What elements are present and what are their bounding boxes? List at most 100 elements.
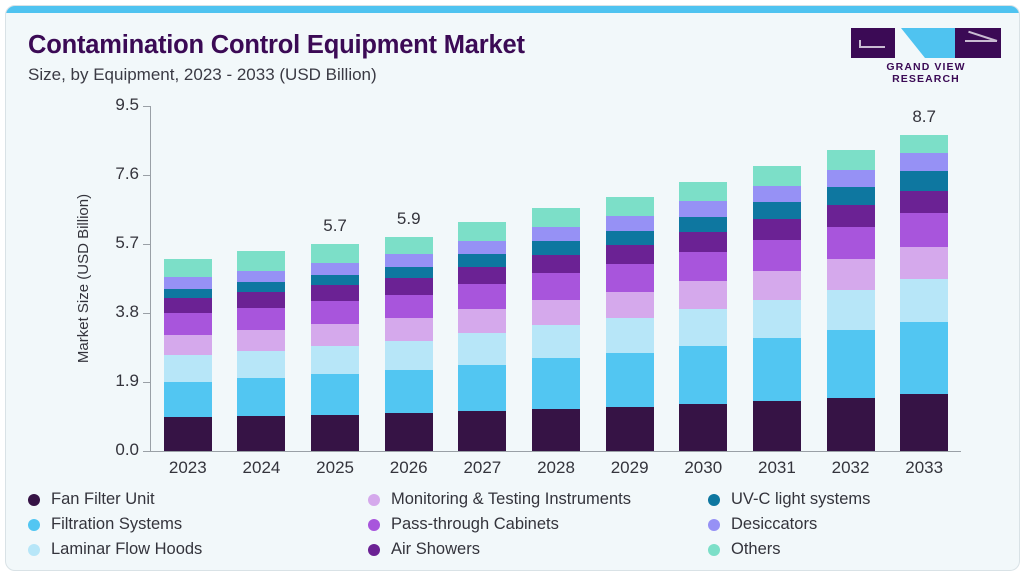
bar-segment[interactable] [458,333,507,365]
bar-segment[interactable] [605,230,654,246]
legend-item[interactable]: Laminar Flow Hoods [28,540,202,559]
bar-segment[interactable] [826,259,875,290]
bar-segment[interactable] [900,246,949,279]
bar-segment[interactable] [532,299,580,325]
bar-segment[interactable] [532,226,580,242]
bar-segment[interactable] [679,216,728,233]
bar-segment[interactable] [532,273,580,300]
bar-stack-2032[interactable] [826,149,875,451]
bar-segment[interactable] [900,190,949,214]
bar-segment[interactable] [532,254,580,274]
bar-segment[interactable] [163,417,212,451]
bar-segment[interactable] [384,340,433,371]
legend-item[interactable]: Filtration Systems [28,515,182,534]
bar-stack-2024[interactable] [237,251,286,451]
bar-segment[interactable] [458,266,507,284]
bar-segment[interactable] [237,251,286,271]
bar-segment[interactable] [384,318,433,341]
bar-segment[interactable] [311,285,360,302]
bar-segment[interactable] [752,239,801,271]
bar-segment[interactable] [163,288,212,299]
bar-segment[interactable] [237,270,286,283]
legend-item[interactable]: Fan Filter Unit [28,490,155,509]
bar-segment[interactable] [458,284,507,310]
bar-stack-2026[interactable] [384,236,433,451]
bar-segment[interactable] [311,301,360,325]
bar-segment[interactable] [826,397,875,451]
bar-segment[interactable] [384,294,433,319]
bar-segment[interactable] [679,403,728,451]
bar-segment[interactable] [605,352,654,407]
bar-segment[interactable] [605,406,654,451]
bar-segment[interactable] [679,201,728,217]
bar-segment[interactable] [605,318,654,353]
bar-segment[interactable] [384,266,433,279]
bar-segment[interactable] [532,241,580,255]
bar-stack-2029[interactable] [605,196,654,451]
bar-segment[interactable] [311,274,360,286]
bar-segment[interactable] [679,345,728,404]
bar-segment[interactable] [311,345,360,375]
bar-segment[interactable] [237,292,286,308]
bar-segment[interactable] [752,338,801,401]
bar-segment[interactable] [605,264,654,292]
bar-segment[interactable] [752,219,801,240]
bar-segment[interactable] [458,411,507,451]
bar-segment[interactable] [458,254,507,267]
bar-segment[interactable] [311,414,360,451]
bar-segment[interactable] [679,309,728,346]
legend-item[interactable]: Air Showers [368,540,480,559]
bar-segment[interactable] [311,262,360,275]
bar-segment[interactable] [900,153,949,172]
bar-stack-2033[interactable] [900,135,949,451]
bar-stack-2031[interactable] [752,166,801,451]
bar-segment[interactable] [163,381,212,418]
bar-segment[interactable] [826,289,875,331]
bar-segment[interactable] [826,205,875,227]
bar-segment[interactable] [826,187,875,206]
bar-stack-2027[interactable] [458,222,507,451]
bar-segment[interactable] [384,253,433,267]
bar-segment[interactable] [458,240,507,255]
legend-item[interactable]: UV-C light systems [708,490,870,509]
bar-segment[interactable] [237,416,286,451]
bar-segment[interactable] [458,309,507,333]
bar-segment[interactable] [826,169,875,188]
bar-segment[interactable] [237,330,286,351]
bar-segment[interactable] [826,330,875,398]
bar-segment[interactable] [679,281,728,310]
bar-segment[interactable] [679,252,728,282]
bar-segment[interactable] [532,408,580,451]
bar-segment[interactable] [900,213,949,247]
bar-segment[interactable] [458,222,507,241]
bar-segment[interactable] [163,277,212,289]
bar-segment[interactable] [163,354,212,382]
bar-segment[interactable] [163,313,212,335]
bar-segment[interactable] [458,364,507,412]
bar-segment[interactable] [532,325,580,359]
bar-segment[interactable] [752,185,801,202]
bar-segment[interactable] [237,307,286,331]
bar-segment[interactable] [384,370,433,414]
bar-segment[interactable] [900,171,949,191]
bar-segment[interactable] [826,226,875,260]
legend-item[interactable]: Pass-through Cabinets [368,515,559,534]
bar-segment[interactable] [163,334,212,355]
legend-item[interactable]: Monitoring & Testing Instruments [368,490,631,509]
bar-segment[interactable] [311,244,360,263]
bar-segment[interactable] [605,215,654,231]
bar-segment[interactable] [752,270,801,300]
bar-segment[interactable] [752,166,801,186]
bar-segment[interactable] [163,298,212,314]
bar-segment[interactable] [532,358,580,409]
bar-segment[interactable] [384,236,433,254]
bar-segment[interactable] [532,207,580,227]
bar-segment[interactable] [679,182,728,202]
bar-segment[interactable] [752,400,801,451]
bar-segment[interactable] [605,291,654,319]
bar-stack-2028[interactable] [532,207,580,451]
bar-segment[interactable] [311,324,360,346]
bar-segment[interactable] [384,278,433,295]
bar-segment[interactable] [237,378,286,417]
bar-segment[interactable] [605,196,654,216]
